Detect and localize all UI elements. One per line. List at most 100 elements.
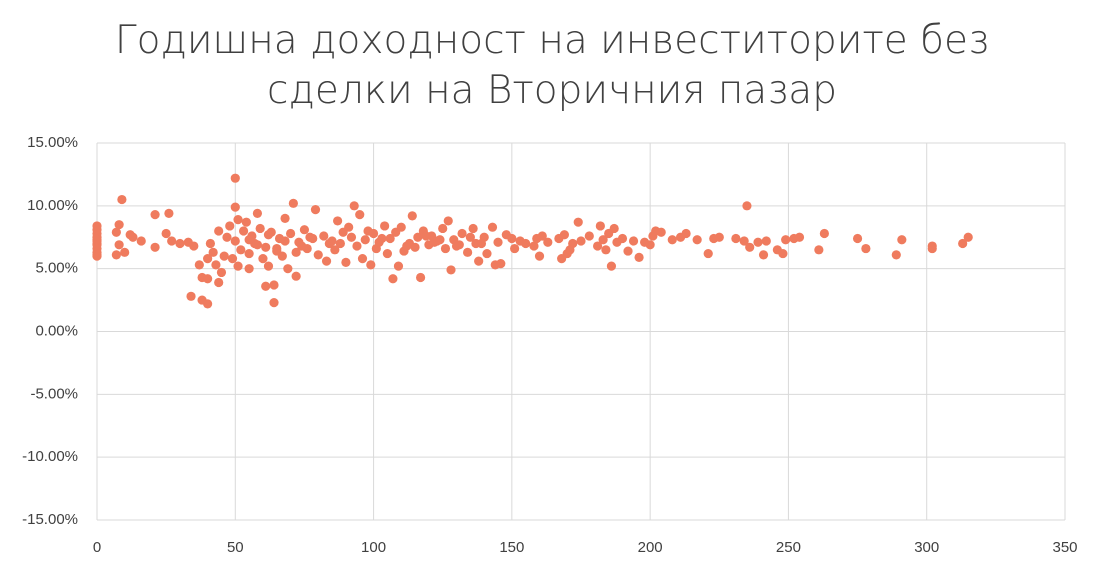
point [120,247,130,257]
point [601,245,611,255]
x-tick-label: 300 [914,539,939,556]
point [510,243,520,254]
y-tick-label: -15.00% [22,511,78,528]
point [335,238,345,249]
point [534,251,545,261]
point [592,241,603,251]
point [529,241,539,251]
y-tick-label: -5.00% [30,385,78,402]
point [211,260,221,270]
point [286,228,296,239]
point [252,208,263,218]
point [92,250,102,260]
x-tick-label: 100 [361,539,386,556]
x-tick-label: 150 [499,539,524,556]
point [333,216,343,226]
chart-title: Годишна доходност на инвеститорите без с… [114,18,990,113]
point [781,235,791,245]
point [230,236,240,246]
point [482,248,492,259]
point [233,215,243,225]
point [291,271,301,281]
point [927,243,937,254]
y-tick-label: 0.00% [35,322,78,339]
point [496,259,506,269]
point [861,243,871,254]
point [521,238,531,249]
point [396,222,406,232]
point [559,230,570,240]
point [731,233,741,244]
point [319,231,329,241]
point [446,265,456,275]
point [537,231,547,241]
point [205,238,215,249]
point [568,238,578,249]
point [852,233,863,244]
x-tick-label: 200 [638,539,663,556]
point [667,235,677,245]
point [321,256,332,266]
point [963,232,973,242]
point [623,246,633,256]
point [186,291,196,301]
point [297,241,307,251]
point [261,281,271,291]
point [330,245,340,255]
point [341,257,351,267]
point [208,247,218,257]
point [349,201,359,211]
point [219,251,229,261]
x-tick-label: 50 [227,539,244,556]
point [366,260,376,270]
point [230,202,240,212]
point [573,217,583,227]
point [283,264,293,274]
point [150,242,160,252]
point [576,236,586,246]
point [263,261,274,271]
point [288,198,298,208]
point [261,242,271,252]
point [244,235,254,245]
point [368,228,379,239]
x-tick-label: 350 [1052,539,1077,556]
point [758,250,769,260]
point [958,238,968,249]
point [233,261,243,271]
point [114,240,124,250]
point [703,248,713,259]
point [819,228,829,239]
y-tick-label: -10.00% [22,448,78,465]
point [269,280,279,290]
point [203,299,213,309]
point [745,242,755,252]
point [258,254,268,264]
x-tick-label: 0 [93,539,101,556]
point [778,248,788,259]
point [897,235,907,245]
point [324,238,334,249]
point [413,232,423,242]
point [128,232,138,242]
point [681,228,691,239]
point [388,274,398,284]
point [742,201,752,211]
point [277,251,287,261]
point [175,238,185,249]
point [543,237,553,247]
point [164,208,174,218]
point [338,227,348,237]
point [410,242,420,252]
point [584,231,594,241]
point [814,245,824,255]
point [465,232,475,242]
point [252,240,263,250]
point [443,216,453,226]
point [255,223,265,234]
point [407,211,417,221]
point [609,223,619,234]
point [645,240,655,250]
